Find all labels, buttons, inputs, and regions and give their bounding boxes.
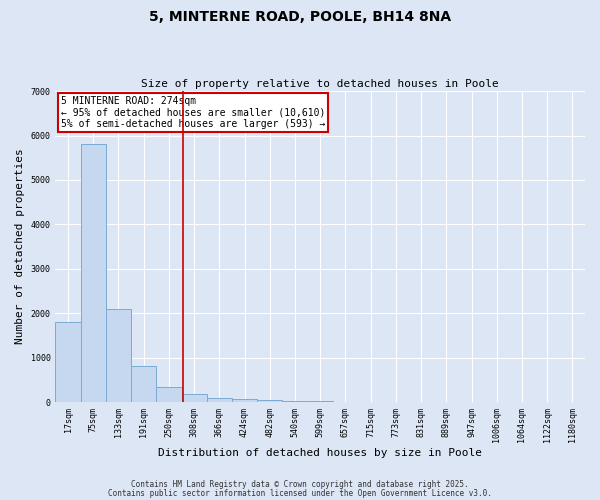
Bar bbox=[106, 309, 131, 402]
Bar bbox=[182, 394, 207, 402]
Bar bbox=[232, 399, 257, 402]
Bar bbox=[207, 398, 232, 402]
Bar bbox=[308, 401, 333, 402]
Text: 5 MINTERNE ROAD: 274sqm
← 95% of detached houses are smaller (10,610)
5% of semi: 5 MINTERNE ROAD: 274sqm ← 95% of detache… bbox=[61, 96, 325, 129]
Text: Contains HM Land Registry data © Crown copyright and database right 2025.: Contains HM Land Registry data © Crown c… bbox=[131, 480, 469, 489]
X-axis label: Distribution of detached houses by size in Poole: Distribution of detached houses by size … bbox=[158, 448, 482, 458]
Text: Contains public sector information licensed under the Open Government Licence v3: Contains public sector information licen… bbox=[108, 489, 492, 498]
Bar bbox=[156, 388, 182, 402]
Bar bbox=[257, 400, 283, 402]
Title: Size of property relative to detached houses in Poole: Size of property relative to detached ho… bbox=[142, 79, 499, 89]
Bar bbox=[131, 366, 156, 402]
Bar bbox=[80, 144, 106, 402]
Bar bbox=[55, 322, 80, 402]
Bar bbox=[283, 401, 308, 402]
Text: 5, MINTERNE ROAD, POOLE, BH14 8NA: 5, MINTERNE ROAD, POOLE, BH14 8NA bbox=[149, 10, 451, 24]
Y-axis label: Number of detached properties: Number of detached properties bbox=[15, 149, 25, 344]
